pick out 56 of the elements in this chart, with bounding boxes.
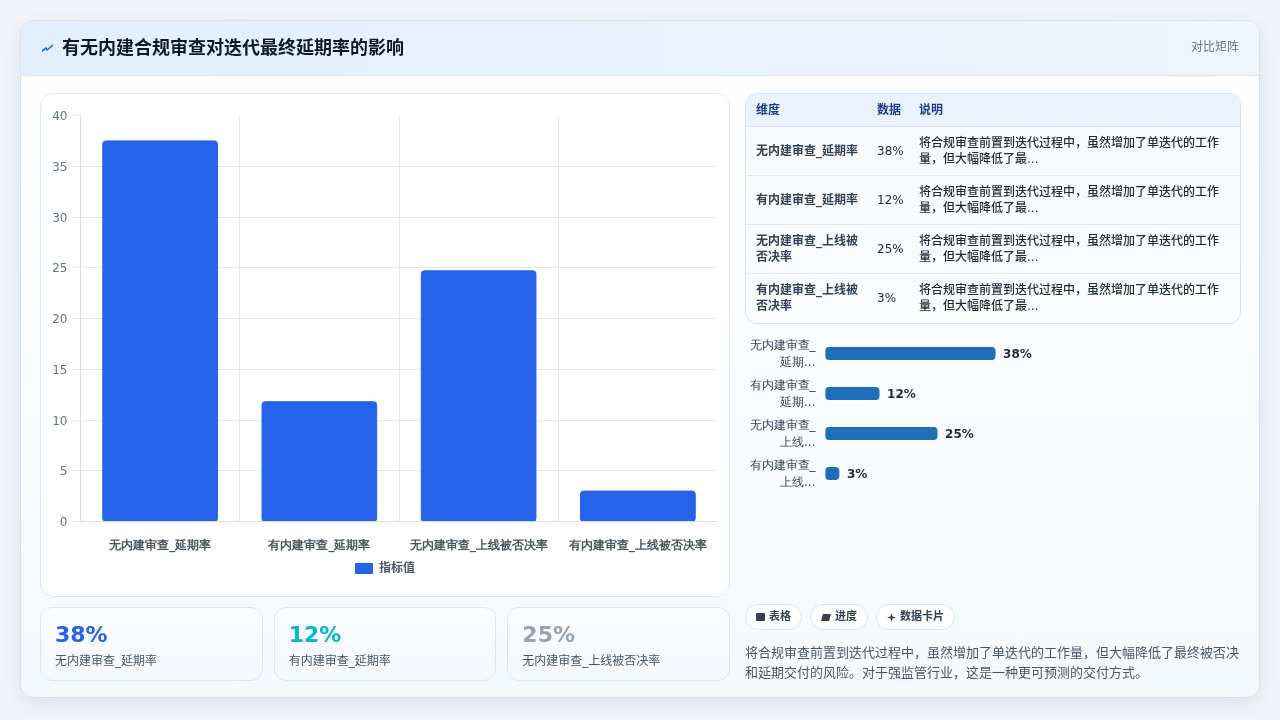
text: 有内建审查_延期率 — [746, 175, 869, 224]
x-tick-label: 有内建审查_延期率 — [267, 537, 371, 553]
y-tick-label: 5 — [59, 464, 68, 479]
text: 12% — [869, 175, 911, 224]
y-tick-label: 无内建审查_上线... — [749, 418, 817, 449]
bar — [825, 427, 938, 440]
bar — [102, 140, 218, 522]
data-label: 25% — [945, 426, 974, 441]
text: 3% — [869, 273, 911, 322]
y-tick-label: 15 — [52, 362, 68, 377]
y-tick-label: 0 — [59, 515, 68, 529]
text: 将合规审查前置到迭代过程中，虽然增加了单迭代的工作量，但大幅降低了最... — [911, 126, 1240, 175]
text: 38% — [869, 126, 911, 175]
data-label: 38% — [1003, 346, 1032, 361]
y-tick-label: 有内建审查_上线... — [749, 458, 817, 489]
bar — [420, 270, 537, 522]
category-label: 数据 — [869, 94, 911, 126]
text: 将合规审查前置到迭代过程中，虽然增加了单迭代的工作量，但大幅降低了最... — [911, 175, 1240, 224]
x-tick-label: 有内建审查_上线被否决率 — [567, 537, 707, 553]
chart-title: 有无内建合规审查对迭代最终延期率的影响 — [62, 36, 404, 61]
text: 将合规审查前置到迭代过程中，虽然增加了单迭代的工作量，但大幅降低了最... — [911, 273, 1240, 322]
category-label: 表格 — [769, 609, 791, 625]
category-label: 说明 — [911, 94, 1240, 126]
y-tick-label: 30 — [52, 210, 68, 225]
y-tick-label: 有内建审查_延期... — [749, 378, 817, 409]
text: 无内建审查_延期率 — [746, 126, 869, 175]
text: 将合规审查前置到迭代过程中，虽然增加了单迭代的工作量，但大幅降低了最终被否决和延期交付的风险。对于强监管行业，这是一种更可预测的交付方式。 — [745, 644, 1240, 682]
bar — [825, 387, 880, 400]
bar — [580, 490, 696, 522]
text: 25% — [522, 621, 576, 649]
y-tick-label: 10 — [52, 413, 68, 428]
category-label: 无内建审查_延期率 — [55, 653, 158, 669]
category-label: 维度 — [746, 94, 869, 126]
data-label: 3% — [846, 466, 868, 481]
category-label: 无内建审查_上线被否决率 — [522, 653, 662, 669]
y-tick-label: 20 — [52, 312, 68, 326]
y-tick-label: 25 — [52, 261, 68, 276]
data-label: 12% — [887, 386, 916, 401]
category-label: 进度 — [835, 609, 857, 625]
text: 对比矩阵 — [1190, 39, 1239, 57]
legend-label: 指标值 — [378, 560, 415, 578]
text: 将合规审查前置到迭代过程中，虽然增加了单迭代的工作量，但大幅降低了最... — [911, 224, 1240, 273]
text: 无内建审查_上线被否决率 — [746, 224, 869, 273]
category-label: 有内建审查_延期率 — [288, 653, 392, 669]
bar — [825, 347, 996, 360]
text: 12% — [288, 621, 343, 649]
x-tick-label: 无内建审查_延期率 — [108, 537, 212, 553]
category-label: 数据卡片 — [900, 609, 944, 625]
y-tick-label: 40 — [52, 109, 68, 123]
x-tick-label: 无内建审查_上线被否决率 — [408, 537, 548, 553]
text: 25% — [869, 224, 911, 273]
text: 有内建审查_上线被否决率 — [746, 273, 869, 322]
y-tick-label: 无内建审查_延期... — [749, 338, 817, 369]
text: 38% — [55, 621, 109, 649]
y-tick-label: 35 — [52, 159, 68, 174]
bar — [261, 401, 378, 522]
